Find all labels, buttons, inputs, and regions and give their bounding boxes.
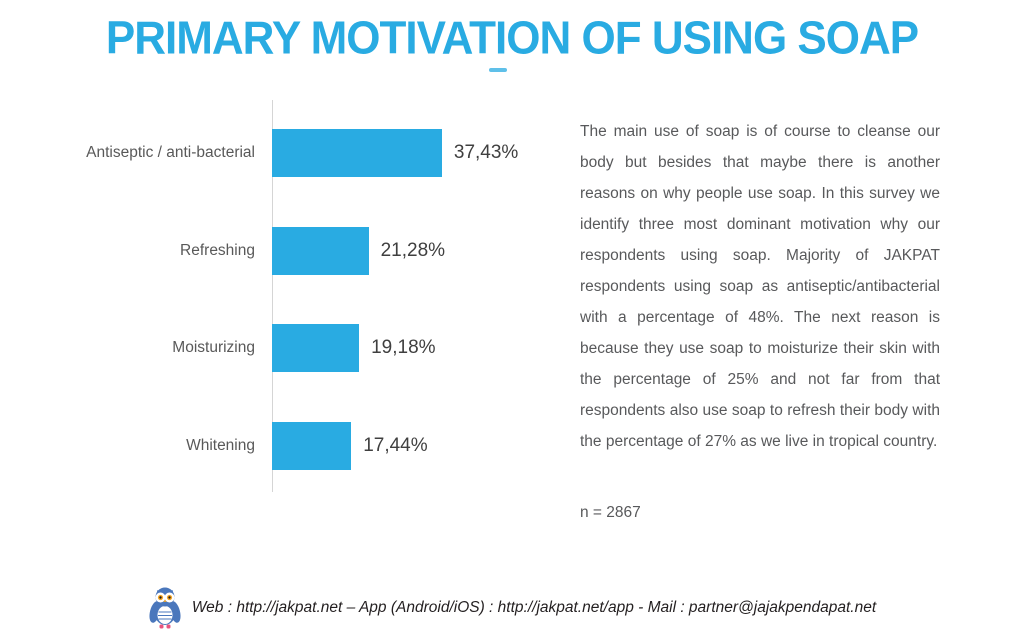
value-label: 17,44% — [363, 435, 428, 457]
chart-axis-line — [272, 100, 273, 492]
bar — [272, 226, 369, 275]
category-label: Antiseptic / anti-bacterial — [86, 144, 255, 161]
title-underline-mark — [489, 68, 507, 72]
jakpat-owl-logo — [149, 587, 181, 629]
bar-row: Whitening 17,44% — [82, 422, 542, 471]
bar — [272, 129, 442, 177]
bar — [272, 422, 352, 471]
bar — [272, 324, 360, 373]
page-title: PRIMARY MOTIVATION OF USING SOAP — [105, 12, 919, 65]
bar-row: Moisturizing 19,18% — [82, 324, 542, 373]
category-label: Moisturizing — [172, 339, 255, 357]
value-label: 37,43% — [453, 142, 519, 163]
value-label: 21,28% — [380, 239, 446, 261]
bar-row: Antiseptic / anti-bacterial 37,43% — [82, 129, 542, 177]
footer: Web : http://jakpat.net – App (Android/i… — [0, 586, 1024, 630]
category-label: Whitening — [186, 437, 255, 455]
description-paragraph: The main use of soap is of course to cle… — [580, 123, 940, 450]
footer-contact-text: Web : http://jakpat.net – App (Android/i… — [191, 599, 877, 616]
category-label: Refreshing — [180, 241, 255, 259]
bar-chart: Antiseptic / anti-bacterial 37,43% Refresh… — [82, 100, 542, 492]
bar-row: Refreshing 21,28% — [82, 226, 542, 275]
value-label: 19,18% — [371, 337, 436, 359]
sample-size-label: n = 2867 — [580, 504, 641, 521]
